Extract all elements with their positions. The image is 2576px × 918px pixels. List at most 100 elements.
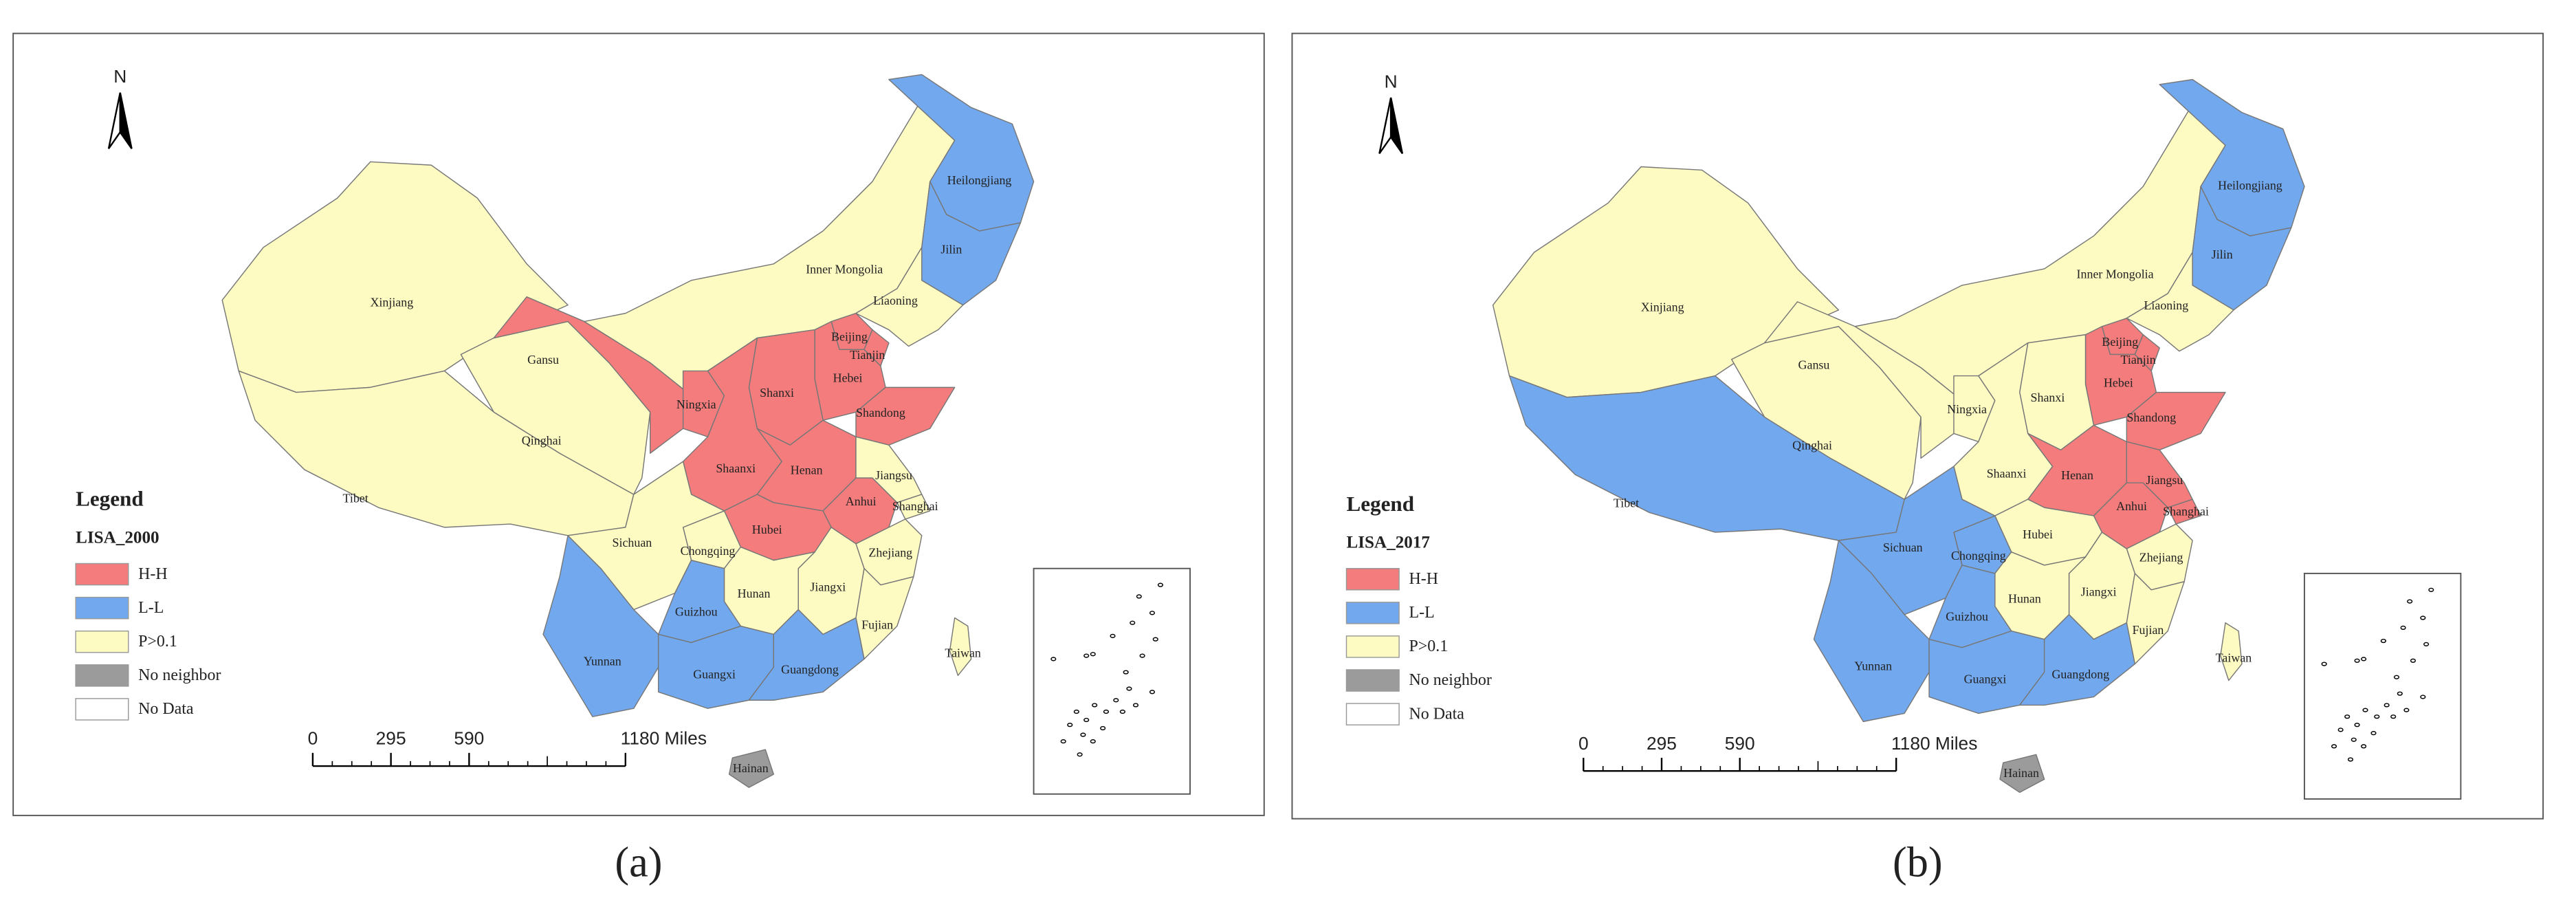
legend-label: No Data xyxy=(1409,705,1464,723)
island xyxy=(2351,737,2357,742)
province-label: Jiangxi xyxy=(2081,585,2117,599)
province-label: Tianjin xyxy=(2121,353,2156,367)
island xyxy=(1139,653,1145,658)
province-label: Hebei xyxy=(833,371,863,385)
province-label: Sichuan xyxy=(612,536,652,549)
legend-label: P>0.1 xyxy=(138,633,177,651)
island xyxy=(2397,691,2403,696)
province-label: Anhui xyxy=(2116,499,2147,513)
province-label: Shandong xyxy=(856,406,905,419)
island xyxy=(1083,717,1090,723)
province-label: Gansu xyxy=(1798,358,1830,371)
legend-label: No Data xyxy=(138,700,194,718)
province-label: Gansu xyxy=(527,353,559,367)
legend-swatch xyxy=(75,664,129,687)
island xyxy=(1060,739,1066,744)
province-label: Jiangsu xyxy=(875,468,912,482)
north-arrow xyxy=(119,92,133,149)
province-label: Zhejiang xyxy=(868,545,912,559)
island xyxy=(1149,611,1156,615)
province xyxy=(896,494,931,520)
province-label: Hainan xyxy=(2003,766,2039,780)
scale-tick-label: 295 xyxy=(376,728,406,749)
island xyxy=(2344,714,2351,719)
province-label: Shaanxi xyxy=(716,461,756,475)
province-label: Jiangxi xyxy=(810,580,846,594)
province-label: Beijing xyxy=(831,330,868,344)
island xyxy=(2354,658,2360,663)
province xyxy=(949,617,972,677)
province-label: Jilin xyxy=(2212,248,2233,261)
province xyxy=(542,535,659,717)
island xyxy=(1090,739,1096,744)
island xyxy=(2337,728,2344,732)
map-panel: Xinjiang Tibet Qinghai Gansu Inner Mongolia H… xyxy=(75,66,1191,795)
island xyxy=(2403,708,2410,712)
province-label: Sichuan xyxy=(1883,540,1923,554)
province-label: Guangdong xyxy=(2051,667,2109,681)
island xyxy=(1080,732,1086,737)
legend-label: L-L xyxy=(1409,604,1434,622)
island xyxy=(1157,582,1164,587)
scale-tick-label: 295 xyxy=(1647,733,1677,754)
north-label: N xyxy=(113,66,126,87)
province-label: Shanxi xyxy=(760,386,794,400)
province-label: Henan xyxy=(791,463,823,477)
island xyxy=(1090,652,1096,657)
province xyxy=(855,247,964,347)
legend-swatch xyxy=(1345,669,1400,692)
legend-label: No neighbor xyxy=(138,666,221,684)
province-label: Shanxi xyxy=(2031,391,2065,404)
island xyxy=(1050,657,1057,662)
province-label: Guizhou xyxy=(675,604,718,618)
island xyxy=(1100,725,1106,731)
island xyxy=(1083,653,1090,658)
island xyxy=(2390,714,2397,719)
scale-tick-label: 1180 Miles xyxy=(621,728,707,749)
province-label: Jilin xyxy=(940,243,962,256)
province-label: Qinghai xyxy=(1792,439,1832,452)
island xyxy=(1123,670,1129,675)
inset-frame xyxy=(1033,567,1191,795)
province-label: Chongqing xyxy=(681,544,736,558)
legend-label: P>0.1 xyxy=(1409,637,1448,655)
province-label: Inner Mongolia xyxy=(2077,267,2154,281)
legend-swatch xyxy=(75,630,129,653)
province-label: Chongqing xyxy=(1951,549,2006,562)
north-arrow xyxy=(1389,97,1404,155)
island xyxy=(2420,615,2426,620)
province xyxy=(728,749,775,788)
province-label: Hunan xyxy=(2008,591,2041,605)
panel-frame xyxy=(12,32,1265,816)
island xyxy=(2361,657,2367,662)
province xyxy=(2220,622,2243,681)
province xyxy=(1813,540,1930,723)
legend-label: H-H xyxy=(138,565,168,583)
island xyxy=(2410,658,2417,663)
scale-tick-label: 0 xyxy=(308,728,318,749)
scale-tick-label: 590 xyxy=(454,728,484,749)
island xyxy=(1130,620,1136,625)
province-label: Jiangsu xyxy=(2146,473,2183,487)
legend-swatch xyxy=(1345,703,1400,725)
province-label: Tianjin xyxy=(850,348,885,362)
island xyxy=(1067,723,1073,728)
island xyxy=(2428,587,2434,592)
legend-field: LISA_2017 xyxy=(1346,534,1429,552)
province-label: Ningxia xyxy=(676,397,716,411)
province-label: Hubei xyxy=(752,523,782,536)
province-label: Liaoning xyxy=(873,294,918,307)
island xyxy=(1152,637,1158,642)
province xyxy=(1999,754,2045,794)
scale-tick-label: 590 xyxy=(1725,733,1755,754)
province xyxy=(748,609,865,701)
province-label: Zhejiang xyxy=(2139,550,2183,564)
province-label: Anhui xyxy=(846,494,877,508)
panel-caption: (a) xyxy=(615,839,662,886)
legend-swatch xyxy=(75,698,129,721)
province-label: Xinjiang xyxy=(1641,300,1684,314)
province-label: Hunan xyxy=(738,587,771,600)
province-label: Tibet xyxy=(1614,496,1639,510)
island xyxy=(1119,709,1125,714)
